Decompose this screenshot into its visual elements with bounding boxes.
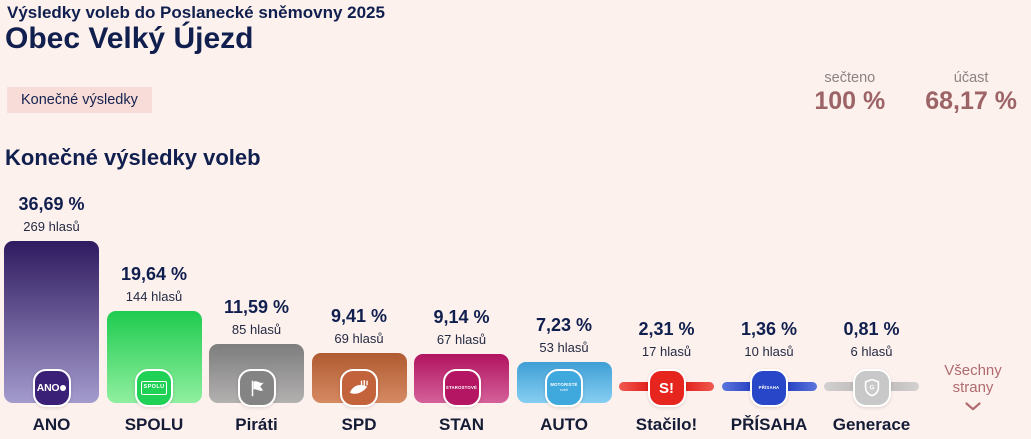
party-votes: 85 hlasů — [231, 322, 282, 337]
party-percent: 9,41 % — [330, 306, 388, 326]
party-votes: 10 hlasů — [744, 344, 794, 359]
all-parties-label: Všechny strany — [944, 362, 1002, 396]
party-votes: 67 hlasů — [436, 332, 487, 347]
svg-text:G: G — [869, 384, 874, 391]
counted-value: 100 % — [814, 87, 886, 115]
party-logo-text: PŘÍSAHA — [758, 384, 780, 390]
party-name-label: Stačilo! — [635, 415, 698, 434]
party-name-label: Piráti — [235, 415, 278, 434]
party-votes: 6 hlasů — [850, 344, 893, 359]
party-percent: 36,69 % — [18, 194, 85, 214]
party-logo-icon: STAROSTOVÉ — [442, 369, 481, 407]
results-bar-chart: Všechny strany 36,69 % 269 hlasů ANO ANO 19,… — [0, 185, 1031, 439]
party-column[interactable]: 2,31 % 17 hlasů S! Stačilo! — [619, 185, 714, 439]
party-column[interactable]: 36,69 % 269 hlasů ANO ANO — [4, 185, 99, 439]
party-name-label: STAN — [438, 415, 484, 434]
party-column[interactable]: 7,23 % 53 hlasů MOTORISTÉ sobě AUTO — [516, 185, 612, 439]
party-column[interactable]: 0,81 % 6 hlasů G Generace — [824, 185, 919, 439]
party-percent: 7,23 % — [535, 315, 593, 335]
party-logo-text: STAROSTOVÉ — [445, 384, 478, 390]
party-logo-subtext: sobě — [559, 387, 569, 392]
municipality-title: Obec Velký Újezd — [5, 22, 254, 55]
status-badge: Konečné výsledky — [7, 87, 152, 113]
turnout-stat: účast 68,17 % — [925, 70, 1017, 116]
party-votes: 269 hlasů — [23, 219, 80, 234]
party-column[interactable]: 11,59 % 85 hlasů Piráti — [209, 185, 304, 439]
party-column[interactable]: 1,36 % 10 hlasů PŘÍSAHA PŘÍSAHA — [721, 185, 817, 439]
party-percent: 2,31 % — [638, 319, 695, 339]
spd-wave-icon — [349, 380, 368, 394]
party-name-label: ANO — [32, 415, 71, 434]
party-result-labels: 0,81 % 6 hlasů — [810, 319, 933, 359]
party-column[interactable]: 9,14 % 67 hlasů STAROSTOVÉ STAN — [414, 185, 509, 439]
party-logo-icon: MOTORISTÉ sobě — [545, 369, 583, 407]
party-logo-text: SPOLU — [140, 381, 168, 395]
summary-stats: sečteno 100 % účast 68,17 % — [814, 70, 1017, 116]
party-logo-icon — [237, 369, 276, 407]
counted-stat: sečteno 100 % — [814, 70, 885, 116]
party-logo-icon: S! — [647, 369, 686, 407]
all-parties-toggle[interactable]: Všechny strany — [923, 362, 1023, 411]
chevron-down-icon — [965, 402, 981, 411]
party-result-labels: 9,14 % 67 hlasů — [400, 307, 523, 347]
party-logo-icon: SPOLU — [135, 369, 173, 407]
party-votes: 17 hlasů — [641, 344, 692, 359]
party-logo-icon: PŘÍSAHA — [750, 369, 788, 407]
party-logo-icon: ANO — [32, 369, 71, 407]
party-percent: 11,59 % — [223, 297, 290, 317]
party-logo-icon — [340, 369, 378, 407]
party-result-labels: 36,69 % 269 hlasů — [0, 194, 113, 234]
party-percent: 0,81 % — [843, 319, 900, 339]
party-logo-icon: G — [852, 369, 891, 407]
party-logo-text: MOTORISTÉ — [550, 382, 578, 388]
party-result-labels: 2,31 % 17 hlasů — [605, 319, 728, 359]
party-name-label: PŘÍSAHA — [730, 415, 808, 434]
party-name-label: SPD — [341, 415, 377, 434]
party-column[interactable]: 19,64 % 144 hlasů SPOLU SPOLU — [106, 185, 202, 439]
section-heading: Konečné výsledky voleb — [5, 145, 261, 170]
party-result-labels: 9,41 % 69 hlasů — [298, 306, 421, 346]
election-title: Výsledky voleb do Poslanecké sněmovny 20… — [7, 3, 385, 22]
party-percent: 19,64 % — [120, 264, 188, 284]
turnout-value: 68,17 % — [925, 87, 1017, 115]
party-percent: 9,14 % — [433, 307, 490, 327]
ano-dot-icon — [60, 385, 67, 391]
shield-icon: G — [864, 378, 879, 397]
party-logo-text: ANO — [37, 383, 67, 394]
party-name-label: AUTO — [540, 415, 588, 434]
pirate-flag-icon — [251, 380, 264, 396]
party-percent: 1,36 % — [740, 319, 798, 339]
party-name-label: SPOLU — [124, 415, 184, 434]
party-result-labels: 19,64 % 144 hlasů — [93, 264, 216, 304]
turnout-label: účast — [953, 70, 989, 86]
party-result-labels: 7,23 % 53 hlasů — [503, 315, 626, 355]
party-name-label: Generace — [832, 415, 911, 434]
party-logo-text: S! — [659, 379, 674, 397]
party-votes: 53 hlasů — [539, 340, 589, 355]
party-column[interactable]: 9,41 % 69 hlasů SPD — [311, 185, 407, 439]
party-votes: 144 hlasů — [125, 289, 183, 304]
party-result-labels: 1,36 % 10 hlasů — [708, 319, 831, 359]
party-votes: 69 hlasů — [334, 331, 384, 346]
counted-label: sečteno — [824, 70, 876, 86]
party-result-labels: 11,59 % 85 hlasů — [195, 297, 318, 337]
